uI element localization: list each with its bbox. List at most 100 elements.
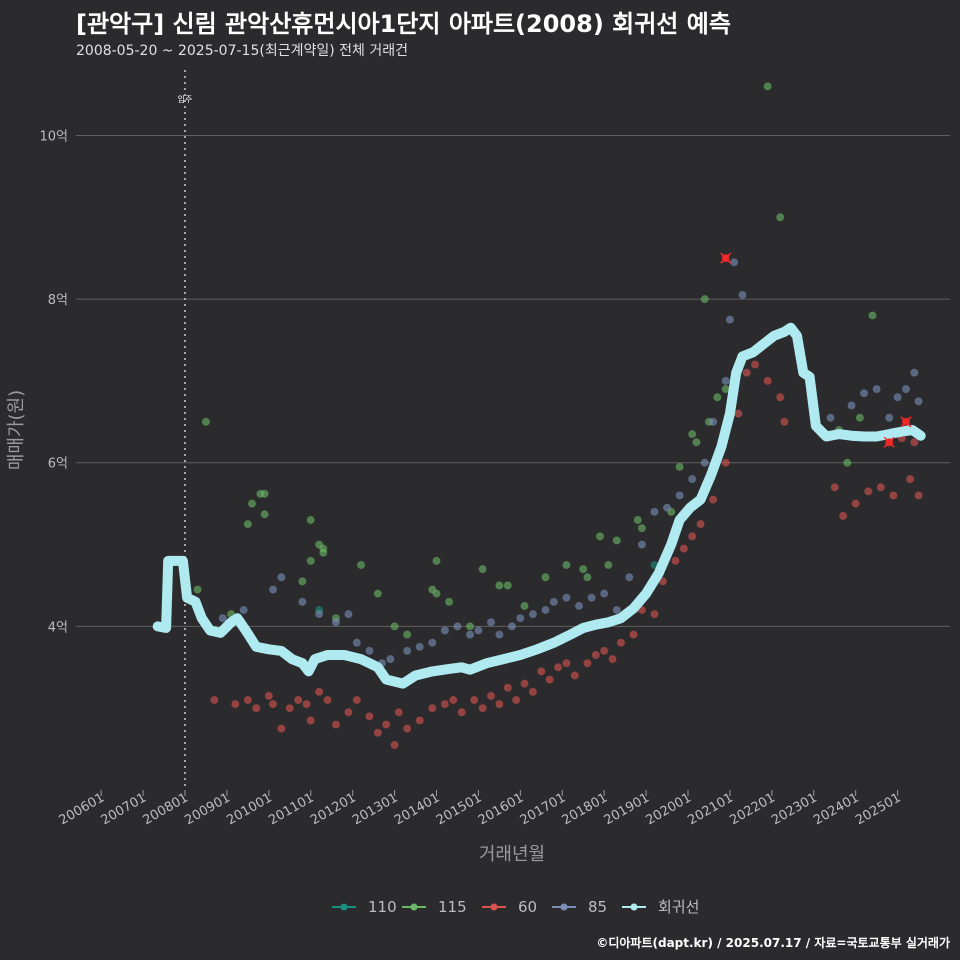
data-point-85 — [365, 646, 374, 656]
data-point-60 — [306, 716, 315, 725]
data-point-60 — [268, 699, 278, 709]
data-point-60 — [906, 474, 915, 484]
legend-key-dot — [560, 903, 568, 911]
data-point-115 — [403, 630, 412, 639]
data-point-115 — [478, 564, 487, 574]
data-point-60 — [608, 654, 617, 664]
legend-key-dot — [410, 903, 418, 911]
data-point-85 — [453, 622, 462, 631]
x-tick-label: 202301 — [769, 790, 819, 828]
x-tick-label: 201701 — [518, 790, 568, 828]
data-point-60 — [562, 659, 571, 668]
data-point-115 — [298, 577, 307, 586]
data-point-115 — [579, 564, 588, 574]
data-point-60 — [243, 695, 252, 705]
y-tick-label: 4억 — [48, 620, 68, 635]
data-point-60 — [210, 695, 219, 705]
data-point-60 — [721, 458, 730, 467]
y-axis-ticks: 4억 6억 8억 10억 — [39, 129, 68, 635]
data-point-115 — [855, 413, 864, 422]
data-point-115 — [390, 622, 399, 631]
data-point-115 — [541, 573, 550, 582]
data-point-60 — [231, 699, 240, 709]
legend: 110 115 60 85 회귀선 — [332, 898, 699, 916]
data-point-85 — [562, 593, 571, 602]
data-point-85 — [507, 622, 517, 631]
legend-item-85: 85 — [552, 898, 607, 916]
data-point-60 — [264, 691, 273, 701]
data-point-115 — [306, 556, 315, 566]
data-point-60 — [763, 376, 772, 386]
y-axis-title: 매매가(원) — [6, 390, 27, 470]
legend-item-60: 60 — [482, 898, 537, 916]
data-point-60 — [709, 495, 718, 504]
data-point-85 — [415, 642, 424, 651]
data-point-60 — [734, 409, 743, 418]
data-point-85 — [600, 589, 609, 598]
data-point-115 — [637, 524, 646, 533]
data-point-85 — [549, 597, 558, 606]
data-point-85 — [344, 609, 353, 619]
grid-lines — [76, 134, 950, 627]
legend-item-110: 110 — [332, 898, 397, 916]
x-tick-label: 201401 — [392, 790, 442, 828]
data-point-85 — [315, 609, 324, 619]
data-point-60 — [742, 368, 751, 377]
data-point-115 — [243, 519, 252, 529]
data-point-60 — [403, 724, 412, 733]
data-point-60 — [696, 519, 705, 529]
data-point-115 — [356, 560, 366, 570]
data-point-60 — [470, 695, 479, 705]
data-point-115 — [595, 532, 605, 541]
data-point-115 — [868, 311, 877, 320]
data-point-60 — [864, 487, 873, 496]
data-point-115 — [520, 601, 529, 611]
data-point-85 — [709, 417, 718, 426]
data-point-115 — [843, 458, 852, 467]
data-point-115 — [465, 622, 475, 631]
x-tick-label: 202401 — [811, 790, 861, 828]
data-point-85 — [730, 258, 739, 267]
data-point-60 — [512, 695, 521, 705]
data-point-115 — [247, 499, 257, 508]
data-point-60 — [650, 609, 659, 619]
data-point-60 — [600, 646, 609, 656]
data-point-60 — [545, 675, 554, 684]
data-point-60 — [415, 716, 424, 725]
data-point-115 — [562, 560, 571, 570]
data-point-85 — [218, 614, 227, 623]
x-tick-label: 201301 — [350, 790, 400, 828]
data-point-115 — [688, 429, 697, 439]
data-point-60 — [688, 532, 697, 541]
data-point-60 — [776, 393, 785, 402]
data-point-60 — [344, 708, 353, 717]
data-point-60 — [285, 704, 294, 713]
data-point-115 — [319, 548, 328, 557]
x-tick-label: 202001 — [644, 790, 694, 828]
legend-key-dot — [490, 903, 498, 911]
data-point-60 — [478, 704, 487, 713]
data-point-115 — [495, 581, 504, 590]
data-point-60 — [914, 491, 923, 500]
data-point-60 — [428, 704, 437, 713]
legend-key-dot — [340, 903, 348, 911]
data-point-115 — [444, 597, 454, 606]
data-point-60 — [373, 728, 382, 737]
data-point-85 — [528, 609, 538, 619]
legend-item-115: 115 — [402, 898, 467, 916]
data-point-60 — [382, 720, 391, 729]
y-tick-label: 8억 — [48, 293, 68, 308]
data-point-60 — [394, 708, 403, 717]
x-tick-label: 200801 — [140, 790, 190, 828]
data-point-85 — [352, 638, 361, 647]
data-point-60 — [851, 499, 860, 508]
data-point-115 — [306, 515, 315, 525]
data-point-60 — [671, 556, 680, 566]
data-point-115 — [675, 462, 684, 471]
move-in-label: 입주 — [178, 95, 193, 104]
data-point-60 — [440, 699, 449, 709]
legend-label: 60 — [518, 898, 537, 916]
legend-label: 85 — [588, 898, 607, 916]
data-point-115 — [583, 573, 592, 582]
